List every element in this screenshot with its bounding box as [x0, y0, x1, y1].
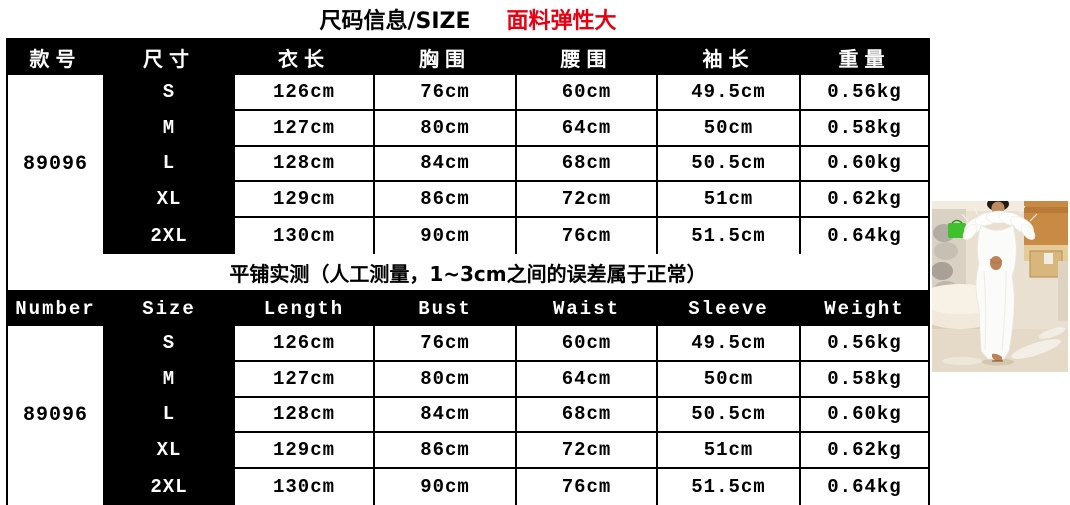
size-cell: XL	[105, 182, 235, 219]
weight-cell: 0.58kg	[801, 110, 928, 147]
header-waist: Waist	[517, 292, 658, 326]
length-cell: 126cm	[235, 326, 375, 362]
size-cell: M	[105, 361, 235, 398]
length-cell: 130cm	[235, 469, 375, 505]
waist-cell: 72cm	[517, 433, 658, 470]
sleeve-cell: 50.5cm	[658, 397, 801, 434]
weight-cell: 0.58kg	[801, 361, 928, 398]
waist-cell: 68cm	[517, 146, 658, 183]
waist-cell: 72cm	[517, 182, 658, 219]
weight-cell: 0.60kg	[801, 146, 928, 183]
length-cell: 129cm	[235, 433, 375, 470]
bust-cell: 80cm	[375, 110, 517, 147]
header-length: 衣长	[235, 40, 375, 75]
waist-cell: 64cm	[517, 361, 658, 398]
length-cell: 127cm	[235, 110, 375, 147]
sleeve-cell: 49.5cm	[658, 326, 801, 362]
bust-cell: 80cm	[375, 361, 517, 398]
size-cell: M	[105, 110, 235, 147]
sleeve-cell: 50.5cm	[658, 146, 801, 183]
size-cell: 2XL	[105, 218, 235, 254]
header-size: 尺寸	[105, 40, 235, 75]
waist-cell: 76cm	[517, 218, 658, 254]
measurement-note: 平铺实测（人工测量，1~3cm之间的误差属于正常）	[6, 254, 930, 290]
bust-cell: 90cm	[375, 469, 517, 505]
bust-cell: 84cm	[375, 146, 517, 183]
waist-cell: 60cm	[517, 326, 658, 362]
length-cell: 127cm	[235, 361, 375, 398]
title-main: 尺码信息/SIZE	[319, 9, 471, 34]
weight-cell: 0.62kg	[801, 182, 928, 219]
header-weight: 重量	[801, 40, 928, 75]
title-highlight: 面料弹性大	[506, 9, 617, 34]
header-bust: Bust	[375, 292, 517, 326]
header-style-number: 款号	[8, 40, 105, 75]
header-waist: 腰围	[517, 40, 658, 75]
size-cell: L	[105, 146, 235, 183]
bust-cell: 76cm	[375, 326, 517, 362]
bust-cell: 86cm	[375, 433, 517, 470]
header-size: Size	[105, 292, 235, 326]
length-cell: 128cm	[235, 397, 375, 434]
sleeve-cell: 51.5cm	[658, 469, 801, 505]
size-table-cn: 款号 尺寸 衣长 胸围 腰围 袖长 重量 89096 S 126cm 76cm …	[6, 38, 930, 256]
bust-cell: 76cm	[375, 75, 517, 111]
size-cell: XL	[105, 433, 235, 470]
weight-cell: 0.56kg	[801, 75, 928, 111]
length-cell: 126cm	[235, 75, 375, 111]
weight-cell: 0.64kg	[801, 469, 928, 505]
bust-cell: 86cm	[375, 182, 517, 219]
page-title: 尺码信息/SIZE 面料弹性大	[6, 0, 930, 38]
header-sleeve: Sleeve	[658, 292, 801, 326]
sleeve-cell: 50cm	[658, 361, 801, 398]
size-cell: 2XL	[105, 469, 235, 505]
header-length: Length	[235, 292, 375, 326]
style-number-cell: 89096	[8, 75, 105, 254]
sleeve-cell: 51cm	[658, 182, 801, 219]
size-cell: S	[105, 75, 235, 111]
size-cell: S	[105, 326, 235, 362]
bust-cell: 90cm	[375, 218, 517, 254]
header-sleeve: 袖长	[658, 40, 801, 75]
bust-cell: 84cm	[375, 397, 517, 434]
waist-cell: 68cm	[517, 397, 658, 434]
style-number-cell: 89096	[8, 326, 105, 505]
size-cell: L	[105, 397, 235, 434]
length-cell: 130cm	[235, 218, 375, 254]
weight-cell: 0.60kg	[801, 397, 928, 434]
waist-cell: 64cm	[517, 110, 658, 147]
sleeve-cell: 50cm	[658, 110, 801, 147]
header-bust: 胸围	[375, 40, 517, 75]
weight-cell: 0.64kg	[801, 218, 928, 254]
length-cell: 129cm	[235, 182, 375, 219]
sleeve-cell: 51cm	[658, 433, 801, 470]
length-cell: 128cm	[235, 146, 375, 183]
waist-cell: 76cm	[517, 469, 658, 505]
weight-cell: 0.56kg	[801, 326, 928, 362]
weight-cell: 0.62kg	[801, 433, 928, 470]
sleeve-cell: 51.5cm	[658, 218, 801, 254]
sleeve-cell: 49.5cm	[658, 75, 801, 111]
header-number: Number	[8, 292, 105, 326]
product-photo	[932, 201, 1068, 372]
header-weight: Weight	[801, 292, 928, 326]
waist-cell: 60cm	[517, 75, 658, 111]
product-photo-image	[932, 201, 1068, 372]
size-table-en: Number Size Length Bust Waist Sleeve Wei…	[6, 290, 930, 505]
